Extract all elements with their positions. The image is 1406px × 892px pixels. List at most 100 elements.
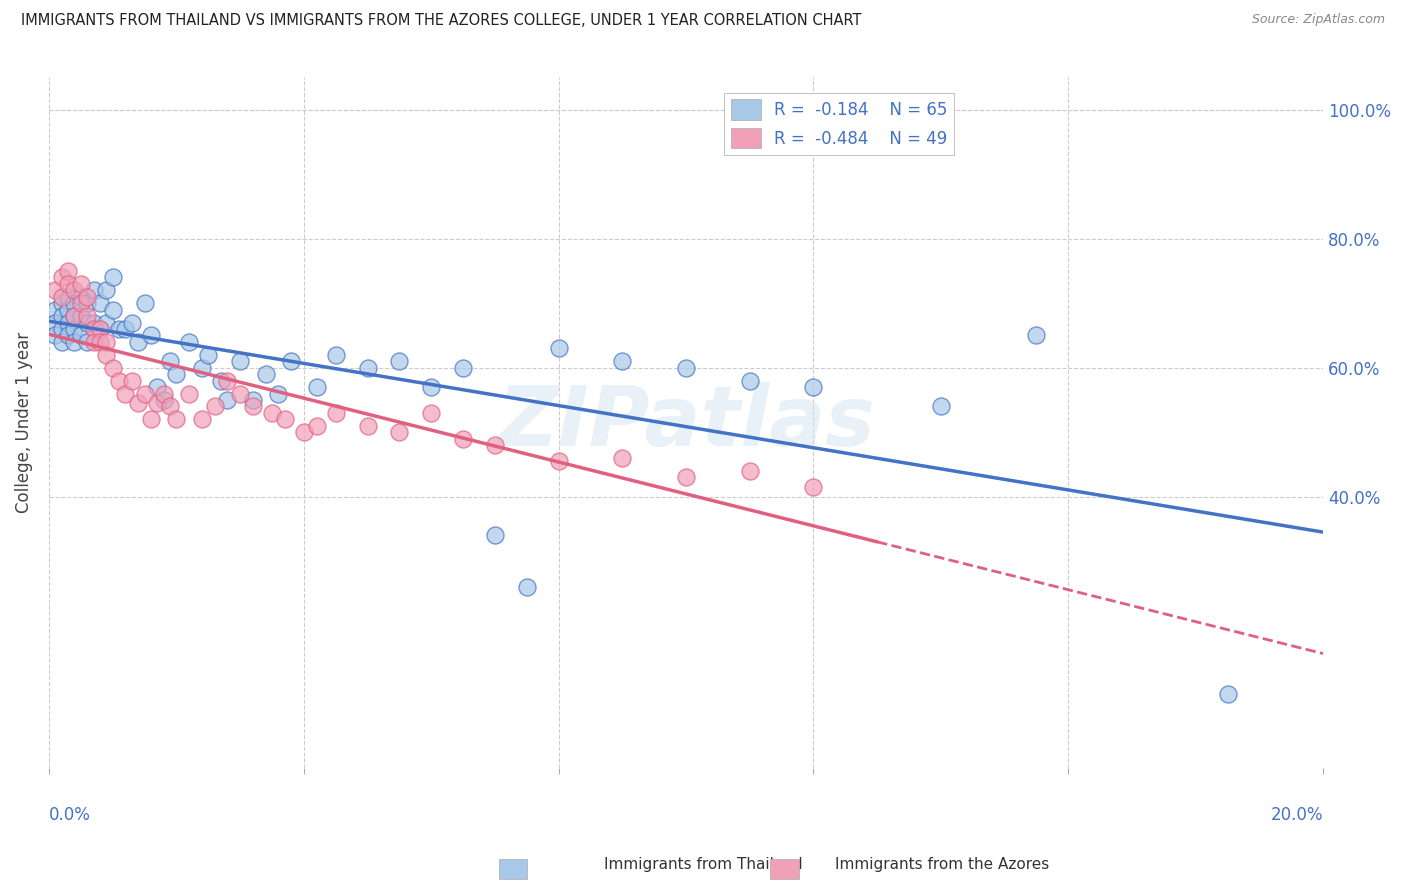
Point	[51, 270, 73, 285]
Point	[63, 334, 86, 349]
Text: Immigrants from the Azores: Immigrants from the Azores	[835, 857, 1049, 872]
Point	[44, 302, 66, 317]
Point	[51, 290, 73, 304]
Point	[89, 322, 111, 336]
Point	[83, 334, 105, 349]
Point	[612, 451, 634, 466]
Point	[63, 309, 86, 323]
Point	[217, 374, 239, 388]
Point	[96, 316, 118, 330]
Text: Source: ZipAtlas.com: Source: ZipAtlas.com	[1251, 13, 1385, 27]
Point	[108, 322, 131, 336]
Point	[56, 290, 79, 304]
Point	[51, 322, 73, 336]
Point	[325, 348, 347, 362]
Y-axis label: College, Under 1 year: College, Under 1 year	[15, 332, 32, 513]
Point	[325, 406, 347, 420]
Text: Immigrants from Thailand: Immigrants from Thailand	[603, 857, 803, 872]
Point	[229, 386, 252, 401]
Point	[280, 354, 302, 368]
Point	[675, 360, 697, 375]
Point	[69, 277, 91, 291]
Point	[63, 296, 86, 310]
Text: 20.0%: 20.0%	[1271, 805, 1323, 823]
Point	[89, 334, 111, 349]
Point	[516, 580, 538, 594]
Point	[44, 328, 66, 343]
Point	[101, 360, 124, 375]
Point	[69, 328, 91, 343]
Point	[121, 374, 143, 388]
Point	[69, 290, 91, 304]
Point	[612, 354, 634, 368]
Point	[451, 432, 474, 446]
Point	[139, 328, 162, 343]
Point	[803, 380, 825, 394]
Point	[356, 418, 378, 433]
Point	[204, 400, 226, 414]
Point	[165, 412, 187, 426]
Point	[152, 386, 174, 401]
Point	[547, 342, 569, 356]
Point	[146, 396, 169, 410]
Point	[69, 309, 91, 323]
Point	[96, 283, 118, 297]
Point	[273, 412, 295, 426]
Point	[1025, 328, 1047, 343]
Text: ZIPatlas: ZIPatlas	[498, 382, 875, 463]
Point	[56, 328, 79, 343]
Legend: R =  -0.184    N = 65, R =  -0.484    N = 49: R = -0.184 N = 65, R = -0.484 N = 49	[724, 93, 955, 155]
Point	[121, 316, 143, 330]
Point	[420, 380, 443, 394]
Point	[803, 480, 825, 494]
Point	[197, 348, 219, 362]
Point	[242, 400, 264, 414]
Point	[76, 316, 98, 330]
Point	[83, 316, 105, 330]
Point	[356, 360, 378, 375]
Point	[139, 412, 162, 426]
Point	[191, 360, 214, 375]
Point	[83, 322, 105, 336]
Point	[292, 425, 315, 440]
Point	[127, 334, 149, 349]
Point	[56, 316, 79, 330]
Point	[89, 322, 111, 336]
Point	[83, 283, 105, 297]
Point	[388, 425, 411, 440]
Point	[56, 277, 79, 291]
Point	[1216, 686, 1239, 700]
Point	[114, 322, 136, 336]
Point	[44, 316, 66, 330]
Point	[101, 302, 124, 317]
Point	[76, 290, 98, 304]
Point	[134, 386, 156, 401]
Point	[191, 412, 214, 426]
Point	[675, 470, 697, 484]
Point	[101, 270, 124, 285]
Point	[56, 264, 79, 278]
Point	[152, 392, 174, 407]
Point	[127, 396, 149, 410]
Point	[76, 334, 98, 349]
Point	[96, 334, 118, 349]
Point	[146, 380, 169, 394]
Point	[51, 309, 73, 323]
Point	[305, 418, 328, 433]
Point	[420, 406, 443, 420]
Point	[44, 283, 66, 297]
Point	[159, 354, 181, 368]
Point	[179, 334, 201, 349]
Point	[76, 309, 98, 323]
Point	[254, 367, 277, 381]
Point	[388, 354, 411, 368]
Point	[134, 296, 156, 310]
Point	[51, 296, 73, 310]
Point	[89, 296, 111, 310]
Point	[217, 392, 239, 407]
Point	[76, 296, 98, 310]
Point	[159, 400, 181, 414]
Point	[209, 374, 232, 388]
Point	[547, 454, 569, 468]
Point	[63, 283, 86, 297]
